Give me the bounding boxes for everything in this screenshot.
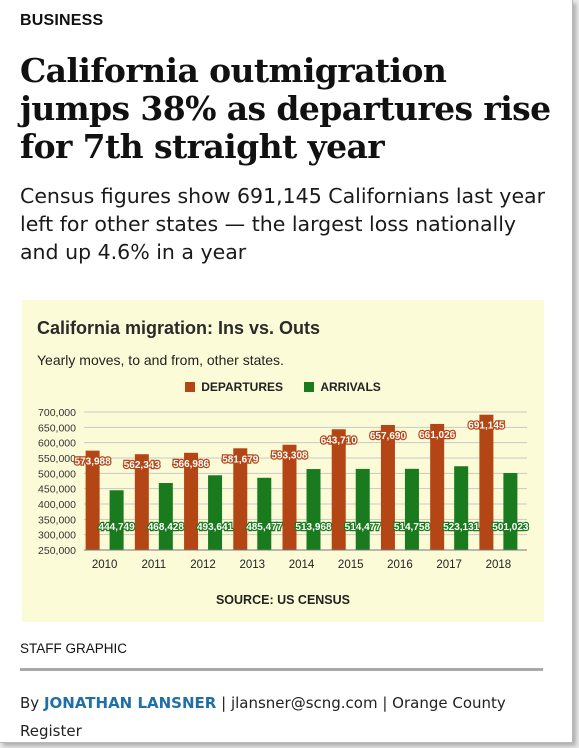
- legend-arrivals: ARRIVALS: [304, 380, 381, 394]
- arrivals-data-label: 444,749: [99, 522, 136, 533]
- section-label[interactable]: BUSINESS: [20, 12, 104, 29]
- y-tick-label: 700,000: [38, 407, 76, 419]
- x-tick-label: 2015: [338, 559, 364, 571]
- arrivals-bar: [503, 473, 518, 550]
- arrivals-bar: [158, 483, 173, 550]
- arrivals-bar: [454, 466, 469, 550]
- departures-data-label: 562,343: [124, 460, 161, 471]
- legend-departures-label: DEPARTURES: [201, 380, 283, 394]
- x-tick-label: 2012: [190, 559, 216, 571]
- article-subhead: Census figures show 691,145 Californians…: [20, 184, 546, 264]
- arrivals-bar: [109, 490, 124, 550]
- byline-prefix: By: [20, 694, 40, 712]
- departures-bar: [134, 454, 149, 550]
- byline-contact: | jlansner@scng.com | Orange County Regi…: [20, 694, 506, 740]
- y-tick-label: 500,000: [38, 468, 76, 480]
- x-tick-label: 2014: [289, 559, 315, 571]
- chart-title: California migration: Ins vs. Outs: [37, 318, 321, 338]
- departures-data-label: 573,988: [75, 457, 112, 468]
- arrivals-bar: [257, 477, 272, 550]
- departures-bar: [85, 450, 100, 550]
- arrivals-data-label: 485,477: [246, 522, 283, 533]
- y-tick-label: 550,000: [38, 453, 76, 465]
- y-tick-label: 650,000: [38, 422, 76, 434]
- arrivals-swatch: [304, 382, 315, 392]
- chart-source: SOURCE: US CENSUS: [215, 593, 351, 607]
- y-tick-label: 400,000: [38, 499, 76, 511]
- arrivals-bar: [404, 468, 419, 550]
- divider: [20, 668, 543, 671]
- x-tick-label: 2011: [141, 559, 166, 571]
- x-tick-label: 2017: [436, 559, 462, 571]
- y-tick-label: 600,000: [38, 438, 76, 450]
- x-tick-label: 2013: [239, 559, 265, 571]
- arrivals-data-label: 514,477: [345, 522, 382, 533]
- chart-subtitle: Yearly moves, to and from, other states.: [37, 352, 284, 368]
- departures-bar: [479, 414, 494, 550]
- departures-bar: [282, 444, 297, 550]
- author-link[interactable]: JONATHAN LANSNER: [43, 694, 217, 712]
- departures-bar: [331, 429, 346, 550]
- y-tick-label: 300,000: [38, 530, 76, 542]
- y-tick-label: 450,000: [38, 484, 76, 496]
- arrivals-data-label: 514,758: [394, 522, 431, 533]
- arrivals-bar: [355, 468, 370, 550]
- article-headline: California outmigration jumps 38% as dep…: [20, 51, 551, 166]
- departures-data-label: 593,308: [271, 451, 308, 462]
- y-tick-label: 350,000: [38, 514, 76, 526]
- y-tick-label: 250,000: [38, 545, 76, 557]
- arrivals-bar: [208, 475, 223, 550]
- arrivals-data-label: 523,131: [443, 522, 480, 533]
- x-tick-label: 2010: [92, 559, 118, 571]
- departures-bar: [233, 448, 248, 550]
- departures-data-label: 657,690: [370, 431, 407, 442]
- departures-bar: [184, 452, 199, 550]
- arrivals-data-label: 501,023: [492, 522, 529, 533]
- x-tick-label: 2018: [486, 559, 512, 571]
- migration-chart: California migration: Ins vs. Outs Yearl…: [22, 300, 544, 622]
- graphic-credit: STAFF GRAPHIC: [20, 641, 128, 656]
- departures-bar: [380, 424, 395, 550]
- legend-departures: DEPARTURES: [185, 380, 283, 394]
- x-tick-label: 2016: [387, 559, 413, 571]
- byline: By JONATHAN LANSNER | jlansner@scng.com …: [20, 689, 550, 745]
- arrivals-data-label: 493,641: [197, 522, 234, 533]
- departures-data-label: 643,710: [321, 435, 358, 446]
- departures-bar: [430, 423, 445, 550]
- departures-data-label: 691,145: [468, 421, 505, 432]
- chart-legend: DEPARTURES ARRIVALS: [22, 380, 544, 394]
- departures-data-label: 566,986: [173, 459, 210, 470]
- arrivals-data-label: 468,428: [148, 522, 185, 533]
- departures-swatch: [185, 382, 196, 392]
- legend-arrivals-label: ARRIVALS: [320, 380, 381, 394]
- departures-data-label: 661,026: [419, 430, 456, 441]
- arrivals-data-label: 513,968: [295, 522, 332, 533]
- chart-plot: 250,000 300,000 350,000 400,000 450,000 500,0…: [38, 407, 530, 571]
- arrivals-bar: [306, 469, 321, 550]
- departures-data-label: 581,679: [222, 454, 259, 465]
